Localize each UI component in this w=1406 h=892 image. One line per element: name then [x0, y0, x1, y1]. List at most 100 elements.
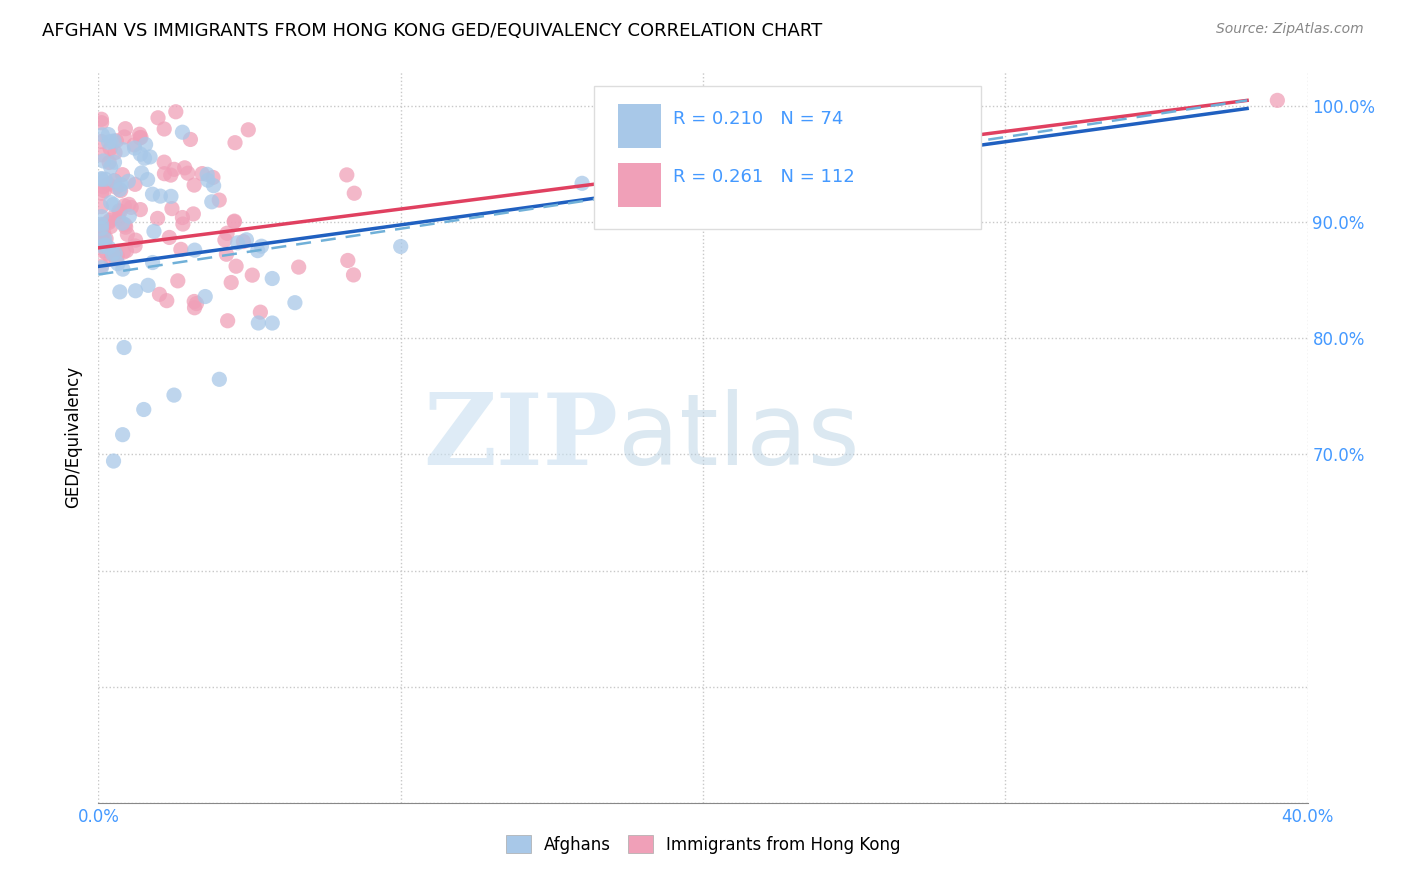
Point: [134, 151, 156, 165]
Point: [240, 268, 263, 282]
Point: [112, 199, 135, 213]
Point: [389, 239, 412, 253]
Point: [117, 174, 139, 188]
Point: [111, 216, 134, 230]
Point: [124, 141, 146, 155]
Point: [90, 219, 112, 234]
Point: [129, 130, 152, 145]
Point: [224, 215, 246, 229]
Point: [105, 134, 128, 148]
Point: [163, 162, 186, 177]
Point: [103, 211, 125, 225]
Point: [91, 153, 114, 168]
Point: [146, 211, 169, 226]
Point: [105, 180, 128, 194]
Point: [114, 220, 136, 235]
Point: [94, 238, 117, 252]
Point: [173, 161, 195, 175]
Point: [163, 388, 186, 402]
Point: [93, 232, 115, 246]
Point: [208, 193, 231, 207]
Point: [103, 155, 125, 169]
Point: [100, 160, 122, 174]
Point: [201, 170, 224, 185]
Point: [571, 177, 593, 191]
Point: [93, 226, 115, 240]
FancyBboxPatch shape: [619, 163, 661, 207]
Point: [114, 121, 136, 136]
Point: [110, 184, 132, 198]
Point: [90, 148, 112, 162]
Point: [103, 197, 125, 211]
Y-axis label: GED/Equivalency: GED/Equivalency: [65, 366, 83, 508]
Point: [172, 125, 194, 139]
Point: [94, 172, 117, 186]
Point: [132, 402, 155, 417]
Point: [129, 130, 152, 145]
Point: [100, 195, 122, 210]
Text: atlas: atlas: [619, 389, 860, 485]
Text: Source: ZipAtlas.com: Source: ZipAtlas.com: [1216, 22, 1364, 37]
Point: [160, 189, 183, 203]
Point: [183, 301, 205, 315]
Point: [143, 224, 166, 238]
Point: [136, 172, 159, 186]
Point: [117, 227, 139, 242]
Point: [98, 213, 121, 227]
Point: [103, 134, 125, 148]
Point: [90, 200, 112, 214]
Point: [191, 167, 214, 181]
Point: [108, 203, 131, 218]
Point: [100, 252, 122, 267]
Point: [336, 168, 359, 182]
Point: [183, 207, 205, 221]
Point: [97, 215, 120, 229]
Point: [124, 284, 146, 298]
Point: [122, 137, 145, 152]
Point: [124, 239, 146, 253]
Point: [105, 252, 128, 266]
Point: [343, 186, 366, 201]
Point: [336, 253, 359, 268]
Point: [108, 285, 131, 299]
Point: [1267, 94, 1289, 108]
Point: [91, 218, 114, 232]
Point: [98, 142, 121, 156]
Point: [124, 233, 146, 247]
Point: [232, 235, 254, 249]
Point: [103, 174, 125, 188]
Point: [249, 305, 271, 319]
Point: [247, 316, 270, 330]
Point: [112, 143, 135, 157]
FancyBboxPatch shape: [595, 86, 981, 228]
Point: [90, 112, 112, 127]
FancyBboxPatch shape: [619, 104, 661, 148]
Text: R = 0.210   N = 74: R = 0.210 N = 74: [672, 110, 844, 128]
Text: ZIP: ZIP: [423, 389, 619, 485]
Point: [179, 132, 201, 146]
Point: [90, 172, 112, 186]
Point: [90, 260, 112, 275]
Point: [91, 239, 114, 253]
Point: [96, 246, 118, 260]
Point: [195, 167, 218, 181]
Point: [103, 454, 125, 468]
Point: [97, 240, 120, 254]
Text: AFGHAN VS IMMIGRANTS FROM HONG KONG GED/EQUIVALENCY CORRELATION CHART: AFGHAN VS IMMIGRANTS FROM HONG KONG GED/…: [42, 22, 823, 40]
Point: [148, 287, 170, 301]
Point: [90, 135, 112, 149]
Point: [100, 219, 122, 234]
Point: [90, 116, 112, 130]
Point: [108, 182, 131, 196]
Point: [342, 268, 364, 282]
Point: [166, 274, 188, 288]
Text: R = 0.261   N = 112: R = 0.261 N = 112: [672, 169, 855, 186]
Point: [91, 128, 114, 142]
Point: [224, 136, 246, 150]
Point: [110, 204, 132, 219]
Point: [110, 178, 132, 192]
Point: [139, 150, 162, 164]
Point: [107, 211, 129, 226]
Point: [217, 226, 239, 240]
Point: [111, 262, 134, 277]
